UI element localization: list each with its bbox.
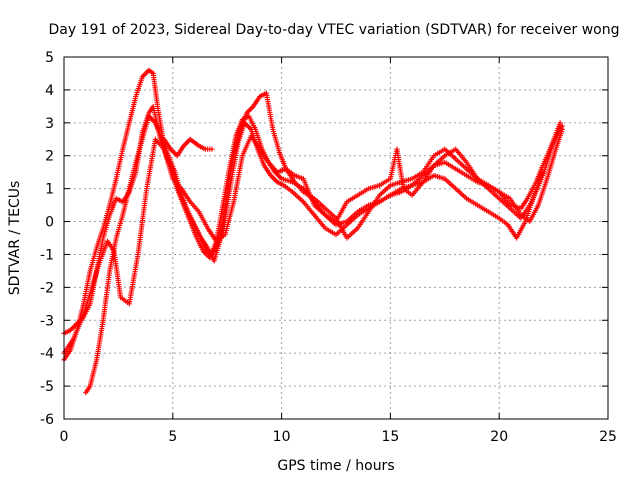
x-tick-label: 10 [273, 429, 291, 445]
x-axis-label: GPS time / hours [277, 458, 394, 474]
y-tick-label: -3 [40, 313, 54, 329]
y-tick-label: 1 [45, 182, 54, 198]
y-axis-label: SDTVAR / TECUs [7, 181, 23, 296]
x-tick-label: 15 [381, 429, 399, 445]
y-tick-label: 2 [45, 149, 54, 165]
series-track-5 [161, 136, 215, 159]
y-tick-label: -5 [40, 379, 54, 395]
chart-title: Day 191 of 2023, Sidereal Day-to-day VTE… [49, 22, 620, 38]
x-tick-label: 5 [168, 429, 177, 445]
plus-marker [557, 120, 563, 126]
x-tick-label: 20 [490, 429, 508, 445]
data-marks [61, 67, 565, 396]
tick-labels: 0 5 10 15 20 25 -6 -5 -4 -3 -2 -1 0 1 2 3 4 5 [40, 50, 617, 445]
series-track-4 [61, 123, 565, 356]
y-tick-label: -1 [40, 247, 54, 263]
x-tick-label: 0 [60, 429, 69, 445]
y-tick-label: -4 [40, 346, 54, 362]
y-tick-label: 3 [45, 116, 54, 132]
y-tick-label: 0 [45, 215, 54, 231]
y-tick-label: -6 [40, 412, 54, 428]
y-tick-label: 4 [45, 83, 54, 99]
y-tick-label: -2 [40, 280, 54, 296]
plus-marker [209, 146, 215, 152]
plus-marker [559, 123, 565, 129]
y-tick-label: 5 [45, 50, 54, 66]
x-tick-label: 25 [599, 429, 617, 445]
plot-frame [63, 56, 609, 420]
